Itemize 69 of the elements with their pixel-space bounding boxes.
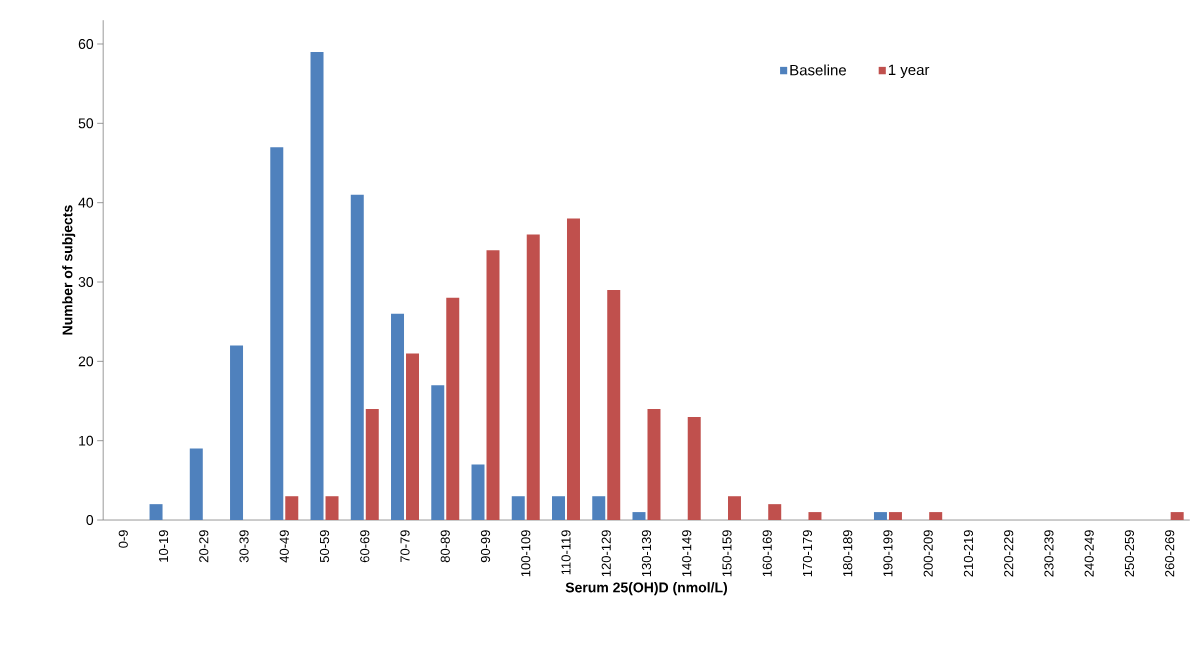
x-tick-label: 240-249	[1084, 530, 1094, 577]
x-tick-label: 190-199	[883, 530, 893, 577]
bar	[365, 408, 379, 520]
y-tick-label: 50	[78, 118, 94, 129]
y-axis-title: Number of subjects	[62, 205, 76, 335]
bar	[808, 512, 822, 520]
x-tick-label: 110-119	[561, 530, 571, 575]
bar	[632, 512, 646, 520]
x-tick-label: 100-109	[521, 530, 531, 577]
x-tick-label: 90-99	[480, 530, 491, 563]
bar	[189, 448, 203, 520]
x-tick-label: 250-259	[1124, 530, 1135, 577]
x-tick-label: 150-159	[722, 530, 732, 577]
bar	[486, 250, 500, 520]
y-tick-label: 30	[78, 276, 94, 287]
x-tick-label: 210-219	[963, 530, 974, 577]
x-tick-label: 70-79	[400, 530, 410, 563]
x-tick-label: 80-89	[440, 530, 450, 563]
legend-label: 1 year	[888, 64, 930, 78]
bar	[149, 504, 163, 520]
x-tick-label: 180-189	[843, 530, 853, 577]
x-tick-label: 120-129	[601, 530, 611, 577]
bar	[325, 496, 339, 520]
bar	[687, 416, 701, 520]
x-tick-label: 230-239	[1044, 530, 1054, 577]
bar	[285, 496, 299, 520]
x-tick-label: 220-229	[1004, 530, 1014, 577]
x-tick-label: 200-209	[923, 530, 933, 577]
y-tick-label: 20	[78, 356, 94, 367]
y-tick-label: 40	[78, 197, 94, 208]
bar	[270, 147, 284, 520]
bar	[446, 297, 460, 520]
bar	[350, 194, 364, 520]
bar	[607, 289, 621, 520]
bar	[391, 313, 405, 520]
x-tick-label: 30-39	[239, 530, 249, 563]
bar	[888, 512, 902, 520]
x-tick-label: 130-139	[641, 530, 652, 577]
bar	[768, 504, 782, 520]
bar	[929, 512, 943, 520]
bar	[727, 496, 741, 520]
x-tick-label: 140-149	[682, 530, 692, 577]
bar	[431, 385, 445, 520]
legend-label: Baseline	[790, 64, 847, 76]
bar	[406, 353, 420, 520]
bar	[310, 51, 324, 520]
x-tick-label: 40-49	[279, 530, 289, 563]
x-tick-label: 10-19	[158, 530, 169, 562]
bar	[1170, 512, 1184, 520]
x-tick-label: 20-29	[199, 530, 209, 563]
x-tick-label: 0-9	[118, 530, 128, 548]
bar	[647, 408, 661, 520]
bar	[471, 464, 485, 520]
bar	[552, 496, 565, 520]
y-tick-label: 0	[86, 514, 94, 525]
bar	[230, 345, 244, 520]
x-tick-label: 160-169	[762, 530, 772, 577]
x-axis-title: Serum 25(OH)D (nmol/L)	[565, 582, 728, 596]
bar	[873, 512, 887, 520]
y-tick-label: 10	[79, 435, 94, 446]
x-tick-label: 50-59	[319, 530, 330, 563]
bar	[566, 218, 580, 520]
x-tick-label: 260-269	[1165, 530, 1175, 577]
x-tick-label: 60-69	[360, 530, 370, 563]
bar	[592, 496, 606, 520]
x-tick-label: 170-179	[802, 530, 813, 577]
bar	[526, 234, 540, 520]
bar	[511, 496, 525, 520]
y-tick-label: 60	[78, 38, 94, 49]
